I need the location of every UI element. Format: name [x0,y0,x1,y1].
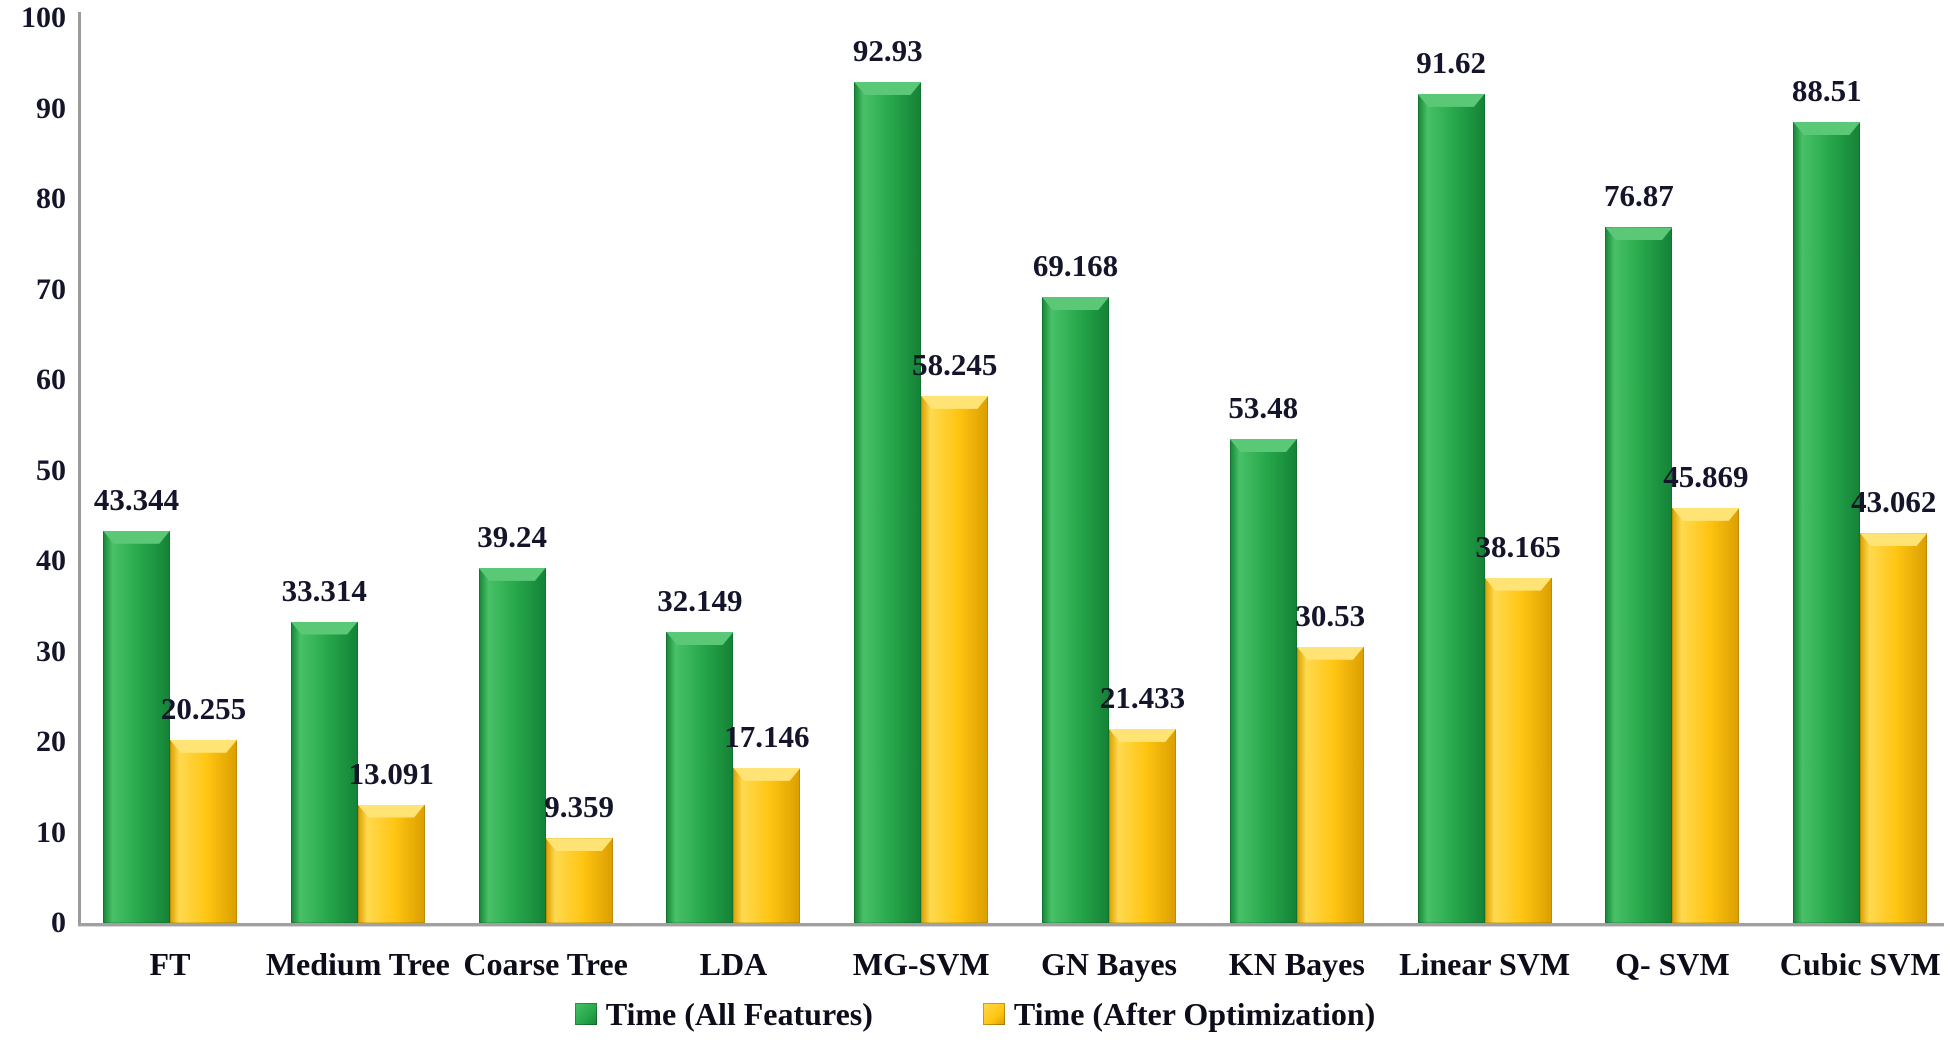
y-axis-tick-label: 0 [51,906,66,939]
bar-value-label: 32.149 [657,583,743,619]
bar-value-label: 21.433 [1099,680,1186,716]
bar-after-optimization [545,838,613,923]
bar-value-label: 30.53 [1295,597,1366,633]
bar-value-label: 9.359 [544,789,614,825]
bar-after-optimization [1672,507,1740,923]
y-axis-tick-label: 80 [36,182,66,215]
bar-after-optimization [357,804,425,923]
bar-top-bevel [103,530,170,544]
bar-top-bevel [733,767,801,781]
x-axis-label: KN Bayes [1228,946,1365,982]
y-axis-tick-label: 20 [36,725,66,758]
legend-item-after-optimization: Time (After Optimization) [982,996,1376,1032]
bar-value-label: 33.314 [281,572,367,608]
bar-value-label: 53.48 [1228,390,1299,426]
x-axis-label: Linear SVM [1399,946,1571,982]
bar-top-bevel [1605,227,1673,241]
y-axis-line [78,12,81,923]
bar-value-label: 43.062 [1851,484,1937,520]
legend-swatch-icon [574,1003,597,1025]
bar-top-bevel [290,621,358,635]
y-axis-tick-label: 90 [36,91,66,125]
bar-all-features [290,621,358,923]
y-axis-tick-label: 70 [36,272,66,306]
bar-top-bevel [170,739,237,753]
bar-top-bevel [854,81,922,95]
bar-top-bevel [1484,577,1552,591]
bar-value-label: 45.869 [1663,458,1749,494]
bar-top-bevel [1860,533,1928,547]
bar-after-optimization [170,739,237,923]
bar-value-label: 76.87 [1604,178,1674,214]
x-axis-label: GN Bayes [1041,946,1177,982]
bar-all-features [1605,227,1673,923]
y-axis-tick-label: 10 [36,815,66,849]
bar-top-bevel [1229,439,1297,452]
bar-after-optimization [733,767,801,923]
x-axis-label: MG-SVM [852,946,990,982]
bar-value-label: 58.245 [912,346,998,382]
bar-top-bevel [666,632,734,646]
x-axis-label: LDA [699,946,768,982]
y-axis-tick-label: 60 [36,363,66,396]
y-axis-tick-label: 40 [36,544,66,577]
x-axis-label: Cubic SVM [1779,946,1941,982]
bar-top-bevel [1042,297,1109,311]
bar-top-bevel [1296,646,1364,660]
bar-top-bevel [921,395,989,409]
bar-value-label: 20.255 [160,690,247,726]
y-axis-tick-label: 100 [21,1,66,34]
legend-label: Time (After Optimization) [1013,996,1376,1032]
legend-label: Time (All Features) [605,996,873,1032]
bar-all-features [666,632,734,923]
bar-value-label: 69.168 [1032,248,1119,284]
x-axis-label: Medium Tree [265,946,450,982]
x-axis-line [78,923,1944,927]
legend-swatch-icon [982,1003,1005,1025]
bar-top-bevel [545,838,613,852]
bar-after-optimization [1296,646,1364,923]
bar-all-features [1417,93,1485,923]
bar-after-optimization [1860,533,1928,923]
bar-after-optimization [1484,577,1552,923]
bar-value-label: 92.93 [852,32,923,68]
legend: Time (All Features) Time (After Optimizat… [0,998,1950,1030]
x-axis-label: FT [149,946,191,982]
bar-value-label: 88.51 [1791,73,1862,108]
bar-after-optimization [921,395,989,923]
bar-value-label: 13.091 [348,755,434,791]
bar-value-label: 43.344 [93,481,180,517]
x-axis-label: Coarse Tree [463,946,628,982]
bar-top-bevel [478,567,546,581]
legend-item-all-features: Time (All Features) [574,996,873,1032]
bar-value-label: 91.62 [1416,44,1486,80]
x-axis-label: Q- SVM [1615,946,1730,982]
bar-top-bevel [357,804,425,818]
y-axis-tick-label: 30 [36,634,66,668]
bar-all-features [1042,297,1109,923]
bar-all-features [1793,121,1861,923]
bar-all-features [1229,439,1297,923]
bar-value-label: 17.146 [724,718,810,754]
bar-top-bevel [1793,121,1861,135]
bar-after-optimization [1109,729,1176,923]
bar-all-features [478,567,546,923]
bar-top-bevel [1109,729,1176,743]
bar-top-bevel [1417,93,1485,107]
y-axis-tick-label: 50 [36,453,66,487]
bar-value-label: 38.165 [1475,528,1561,564]
bar-all-features [854,81,922,923]
bar-top-bevel [1672,507,1740,521]
bar-all-features [103,530,170,923]
bar-value-label: 39.24 [477,518,547,554]
